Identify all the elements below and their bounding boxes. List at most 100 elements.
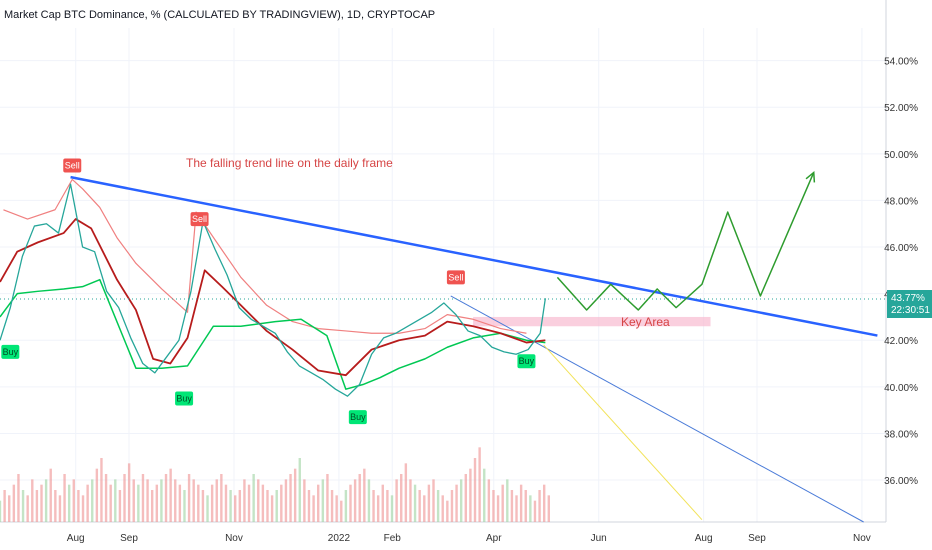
volume-bar-112	[515, 495, 518, 522]
volume-bar-33	[150, 490, 154, 522]
volume-bar-17	[77, 490, 80, 522]
volume-bar-86	[395, 479, 398, 522]
volume-bar-67	[307, 490, 311, 522]
volume-bar-80	[367, 479, 371, 522]
volume-bar-98	[450, 490, 454, 522]
volume-bar-20	[91, 479, 94, 522]
volume-bar-21	[95, 468, 99, 522]
x-tick-label-8: Sep	[748, 533, 766, 544]
volume-bar-65	[298, 458, 301, 522]
volume-bar-73	[335, 495, 338, 522]
x-tick-label-0: Aug	[67, 533, 85, 544]
series-line-0	[70, 175, 878, 337]
signal-badge-0	[63, 158, 82, 173]
volume-bar-77	[353, 479, 357, 522]
volume-bar-93	[427, 484, 431, 522]
key-area-box	[473, 316, 711, 327]
volume-bar-70	[321, 479, 325, 522]
volume-bar-8	[35, 490, 39, 522]
series-line-3	[543, 344, 703, 521]
volume-bar-104	[478, 447, 481, 522]
volume-bar-15	[67, 484, 71, 522]
series-line-7	[0, 183, 547, 397]
volume-bar-40	[183, 490, 186, 522]
volume-bar-83	[381, 484, 384, 522]
volume-bar-119	[547, 495, 551, 522]
y-tick-label-4: 46.00%	[884, 243, 918, 254]
signal-label-6: Buy	[519, 356, 535, 366]
y-tick-label-2: 50.00%	[884, 150, 918, 161]
volume-bar-79	[363, 468, 366, 522]
volume-bar-3	[12, 484, 16, 522]
volume-bar-102	[469, 468, 472, 522]
chart-title: Market Cap BTC Dominance, % (CALCULATED …	[4, 9, 435, 21]
x-tick-label-4: Feb	[384, 533, 402, 544]
volume-bar-5	[21, 490, 25, 522]
volume-bar-4	[17, 474, 20, 522]
volume-bar-69	[317, 484, 320, 522]
volume-bar-18	[81, 495, 85, 522]
volume-bar-103	[473, 458, 477, 522]
price-tag-countdown: 22:30:51	[891, 305, 930, 316]
volume-bar-101	[464, 474, 467, 522]
volume-bar-46	[210, 484, 214, 522]
signal-label-1: Sell	[192, 214, 207, 224]
volume-bar-47	[215, 479, 218, 522]
series-line-1	[556, 172, 815, 311]
volume-bar-44	[201, 490, 205, 522]
volume-bar-42	[192, 479, 195, 522]
volume-bar-10	[44, 479, 48, 522]
volume-bar-57	[261, 484, 265, 522]
volume-bar-114	[524, 490, 527, 522]
volume-bar-53	[243, 479, 246, 522]
volume-bar-63	[289, 474, 292, 522]
x-tick-label-9: Nov	[853, 533, 871, 544]
y-tick-label-6: 42.00%	[884, 336, 918, 347]
volume-bar-36	[164, 474, 168, 522]
volume-bar-110	[506, 479, 509, 522]
volume-bar-9	[40, 484, 43, 522]
price-tag-box	[887, 290, 932, 319]
x-tick-label-2: Nov	[225, 533, 243, 544]
volume-bar-115	[529, 495, 532, 522]
volume-bar-109	[501, 484, 504, 522]
volume-bar-0	[0, 500, 2, 522]
volume-bar-116	[533, 500, 537, 522]
volume-bar-23	[104, 474, 108, 522]
volume-bar-19	[86, 484, 89, 522]
volume-bar-50	[229, 490, 232, 522]
series-line-5	[0, 278, 546, 390]
x-tick-label-5: Apr	[486, 533, 502, 544]
volume-bar-100	[459, 479, 463, 522]
volume-bar-26	[118, 490, 122, 522]
volume-bar-96	[441, 495, 444, 522]
signal-label-0: Sell	[65, 160, 80, 170]
volume-bar-71	[326, 474, 329, 522]
series-line-4	[3, 178, 527, 334]
volume-bar-111	[510, 490, 514, 522]
volume-bar-107	[492, 490, 495, 522]
signal-badge-2	[446, 270, 465, 285]
volume-bar-108	[496, 495, 500, 522]
volume-bar-56	[257, 479, 260, 522]
volume-bar-74	[340, 500, 343, 522]
volume-bar-88	[404, 463, 408, 522]
volume-bar-66	[303, 479, 306, 522]
volume-bar-16	[72, 479, 75, 522]
signal-badge-6	[517, 354, 536, 369]
volume-bar-1	[3, 490, 6, 522]
volume-bar-13	[58, 495, 62, 522]
volume-bar-94	[432, 479, 435, 522]
volume-bar-90	[413, 484, 417, 522]
projection-arrowhead	[805, 170, 816, 183]
volume-bar-35	[160, 479, 163, 522]
volume-bar-48	[220, 474, 223, 522]
volume-bar-22	[100, 458, 103, 522]
signal-label-3: Buy	[3, 347, 19, 357]
volume-bar-59	[270, 495, 274, 522]
annotation-key-area: Key Area	[621, 315, 670, 329]
volume-bar-39	[178, 484, 182, 522]
volume-bar-92	[423, 495, 426, 522]
volume-bar-51	[234, 495, 237, 522]
